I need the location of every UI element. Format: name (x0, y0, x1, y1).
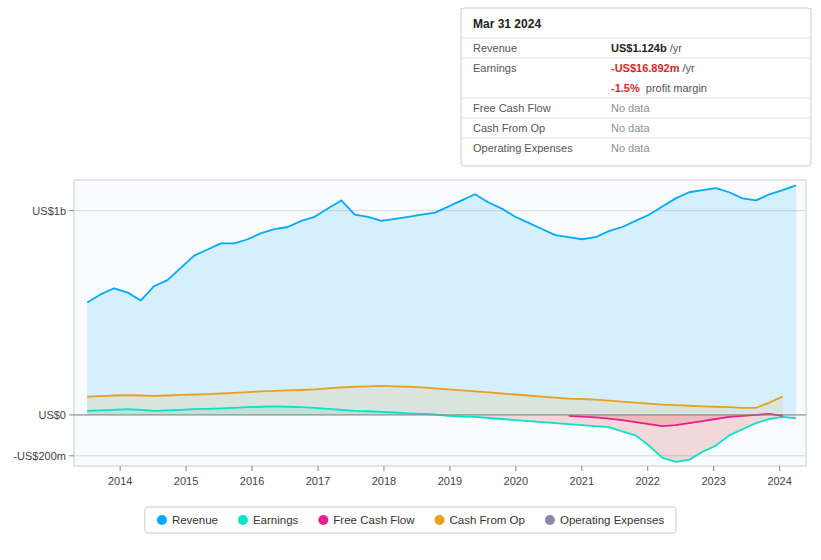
info-value: No data (611, 122, 650, 134)
info-label: Operating Expenses (473, 142, 573, 154)
y-tick-label: US$1b (32, 205, 66, 217)
info-separator (461, 118, 811, 119)
x-tick-label: 2022 (635, 475, 659, 487)
x-tick-label: 2017 (306, 475, 330, 487)
info-separator (461, 98, 811, 99)
y-tick-label: -US$200m (13, 450, 66, 462)
info-separator (461, 38, 811, 39)
info-box-frame (461, 8, 811, 166)
x-tick-label: 2015 (174, 475, 198, 487)
legend-frame (145, 507, 676, 533)
x-tick (515, 466, 516, 471)
info-value: No data (611, 102, 650, 114)
x-tick-label: 2021 (570, 475, 594, 487)
x-tick (779, 466, 780, 471)
x-tick-label: 2014 (108, 475, 132, 487)
x-tick (449, 466, 450, 471)
series-line (569, 414, 783, 426)
info-label: Earnings (473, 62, 517, 74)
y-tick (69, 210, 74, 211)
info-label: Revenue (473, 42, 517, 54)
info-value: US$1.124b (611, 42, 667, 54)
y-tick (69, 455, 74, 456)
plot-area (87, 185, 796, 462)
area-fill (569, 415, 783, 426)
legend: Revenue Earnings Free Cash Flow Cash From O… (145, 507, 676, 533)
info-value: -1.5% (611, 82, 640, 94)
x-tick-label: 2018 (372, 475, 396, 487)
legend-marker (435, 515, 445, 525)
info-label: Free Cash Flow (473, 102, 551, 114)
x-tick (186, 466, 187, 471)
x-tick-label: 2024 (767, 475, 791, 487)
area-fill (87, 415, 796, 462)
fills (87, 185, 796, 462)
info-header: Mar 31 2024 (473, 17, 541, 31)
y-tick (69, 414, 74, 415)
lines (87, 185, 796, 462)
legend-label: Free Cash Flow (333, 514, 415, 526)
x-tick (252, 466, 253, 471)
info-separator (461, 58, 811, 59)
legend-label: Operating Expenses (560, 514, 664, 526)
x-tick (383, 466, 384, 471)
info-value: -US$16.892m (611, 62, 680, 74)
legend-marker (238, 515, 248, 525)
x-tick-label: 2020 (504, 475, 528, 487)
x-tick (647, 466, 648, 471)
legend-label: Cash From Op (450, 514, 525, 526)
area-fill (87, 386, 783, 415)
info-unit: profit margin (643, 82, 707, 94)
legend-label: Earnings (253, 514, 299, 526)
info-box: Mar 31 2024 Revenue US$1.124b/yr Earnings -U… (461, 8, 811, 166)
series-line (87, 386, 783, 408)
zero-line (74, 414, 806, 415)
legend-marker (545, 515, 555, 525)
info-unit: /yr (670, 42, 683, 54)
grid-line (74, 414, 806, 415)
series-line (87, 185, 796, 302)
x-tick (581, 466, 582, 471)
fill-positive (87, 386, 783, 415)
legend-marker (157, 515, 167, 525)
chart-root: US$1b US$0 -US$200m 2014 2015 2016 2017 2018 201… (0, 0, 821, 560)
x-tick (713, 466, 714, 471)
fill-negative (569, 415, 783, 426)
x-tick-label: 2019 (438, 475, 462, 487)
info-separator (461, 138, 811, 139)
x-tick-label: 2016 (240, 475, 264, 487)
info-label: Cash From Op (473, 122, 545, 134)
legend-label: Revenue (172, 514, 218, 526)
y-tick-label: US$0 (38, 409, 66, 421)
info-unit: /yr (683, 62, 696, 74)
x-tick (318, 466, 319, 471)
x-tick (120, 466, 121, 471)
fill-negative (87, 415, 796, 462)
legend-marker (318, 515, 328, 525)
area-fill (87, 185, 796, 415)
plot-frame (74, 180, 806, 466)
fill-positive (87, 185, 796, 415)
info-value: No data (611, 142, 650, 154)
x-tick-label: 2023 (701, 475, 725, 487)
